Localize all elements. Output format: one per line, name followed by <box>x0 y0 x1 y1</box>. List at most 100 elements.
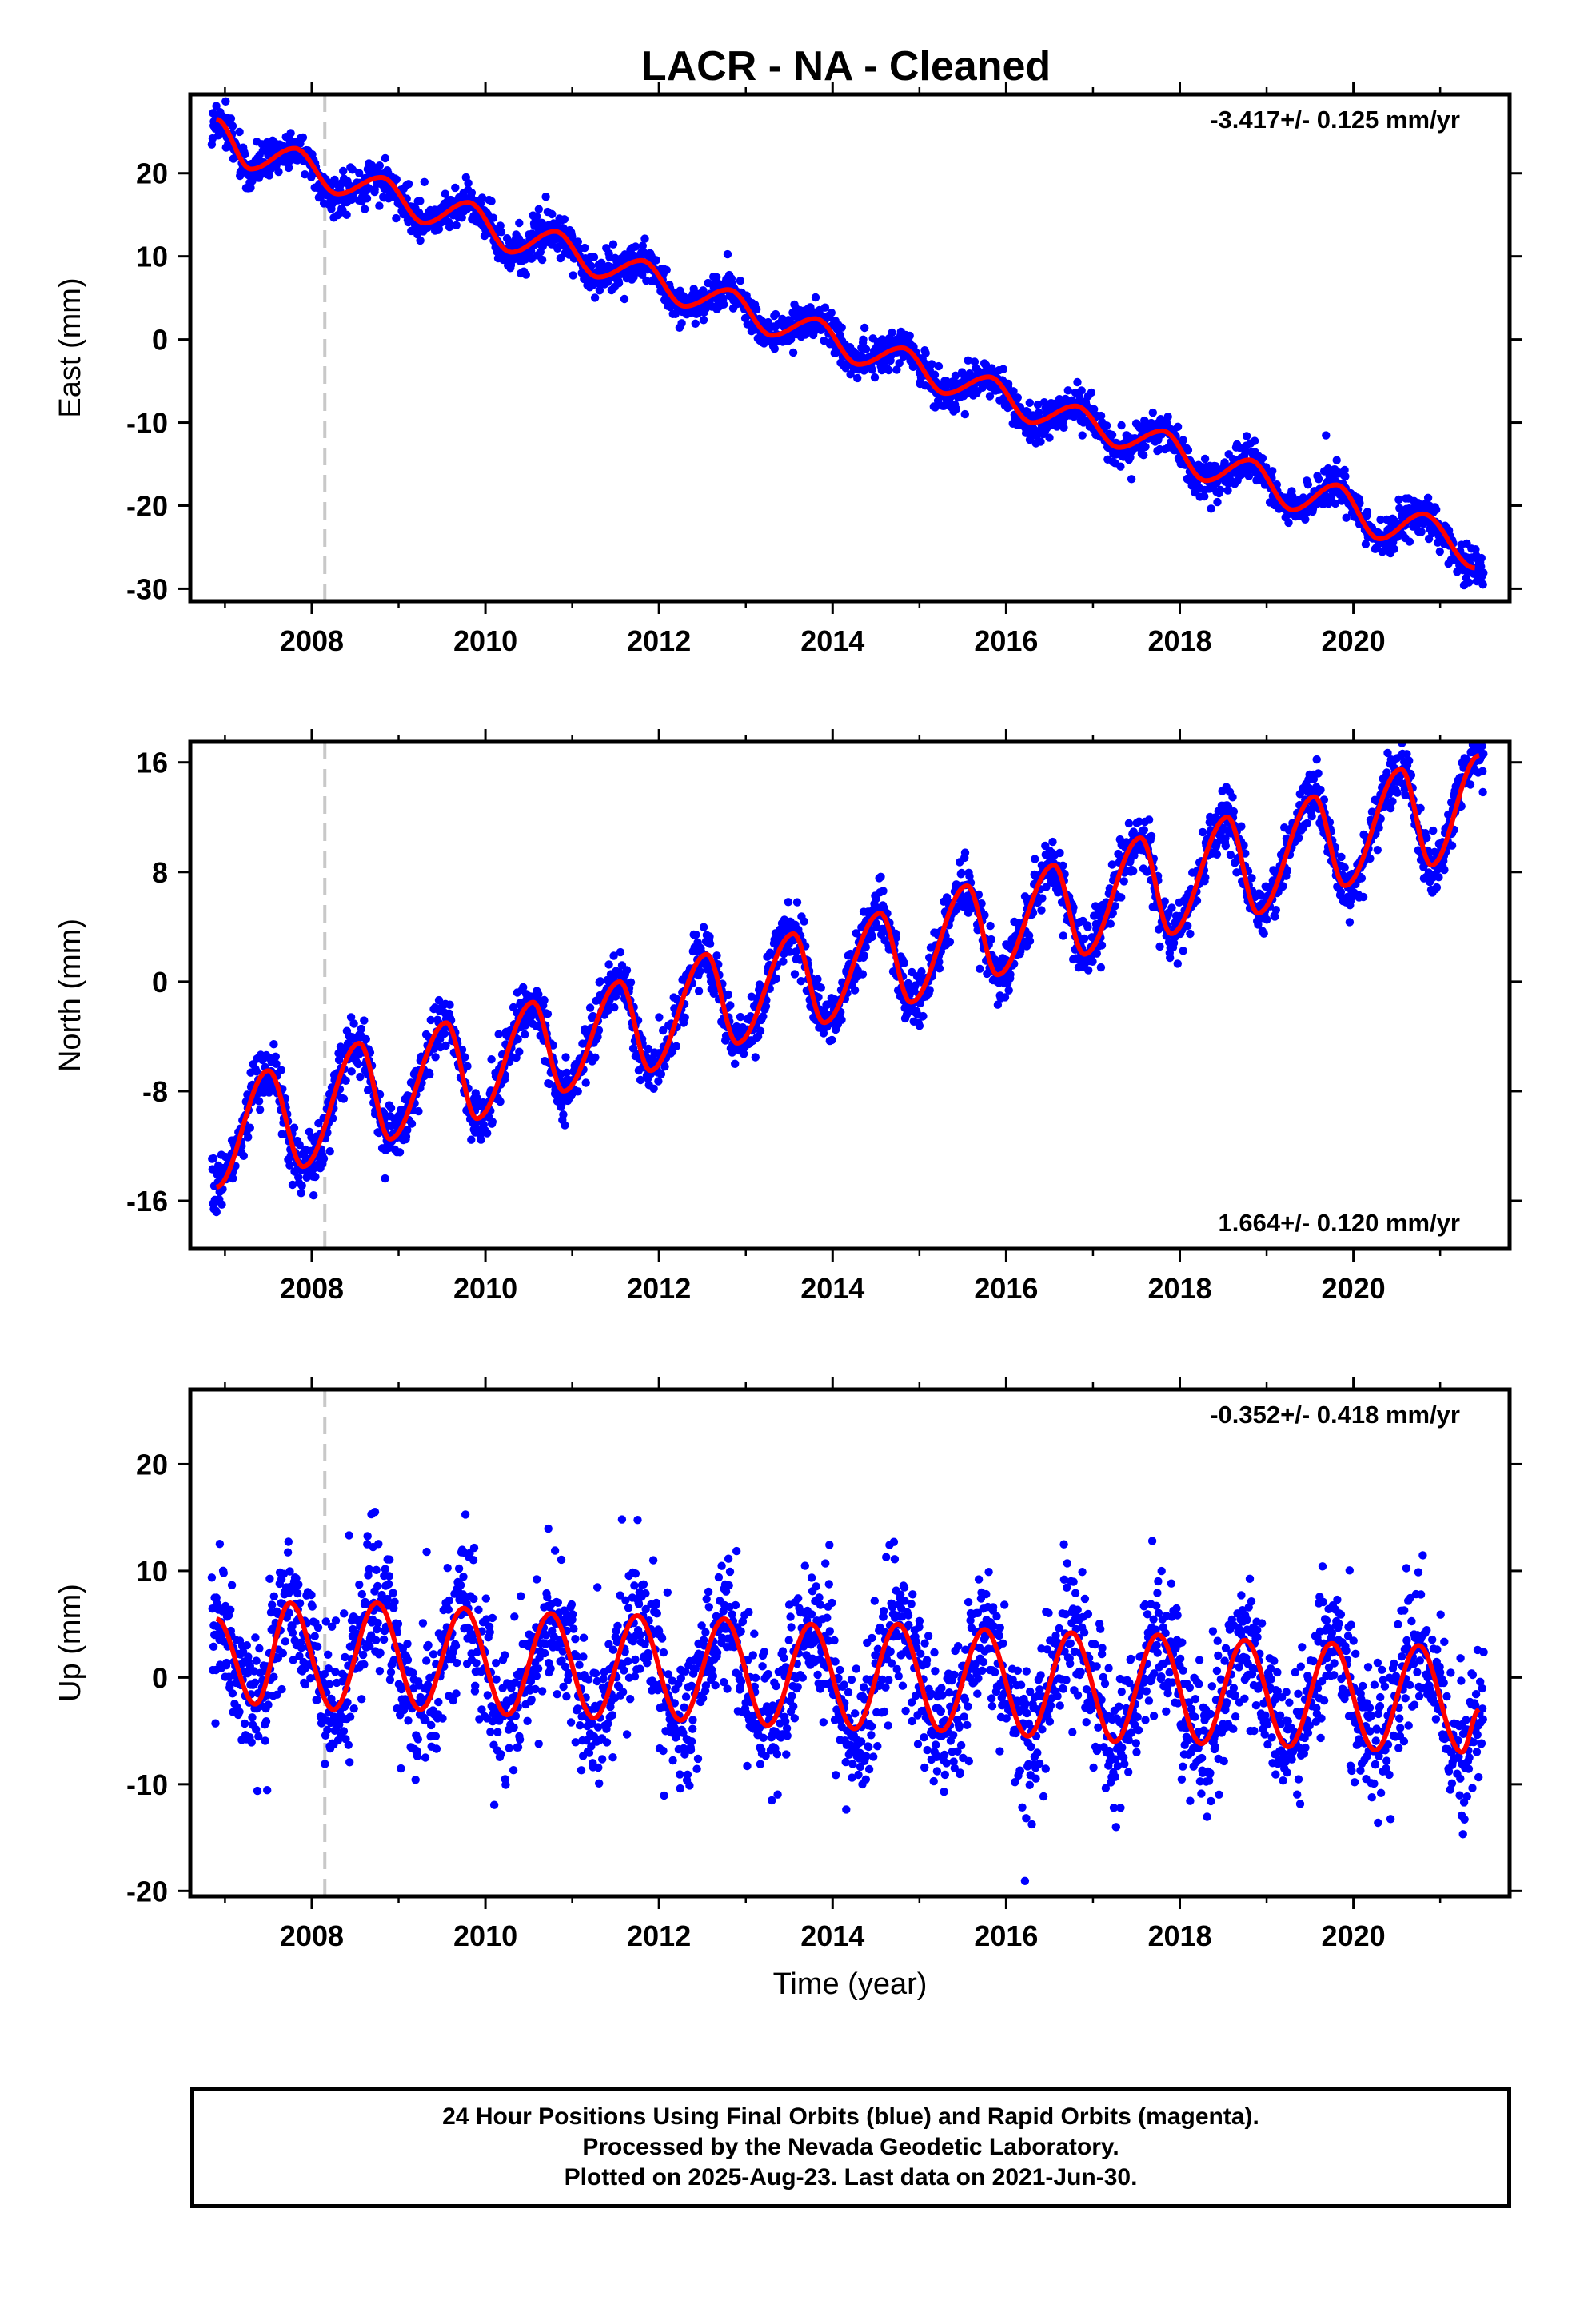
north-point <box>272 1053 280 1061</box>
north-point <box>1260 930 1268 938</box>
north-point <box>817 983 825 991</box>
east-point <box>561 215 569 223</box>
north-point <box>976 965 984 973</box>
east-point <box>591 293 599 301</box>
north-point <box>623 966 631 974</box>
north-point <box>229 1174 237 1182</box>
north-point <box>1084 966 1092 974</box>
north-point <box>1037 906 1045 914</box>
north-point <box>1129 867 1137 875</box>
east-point <box>405 180 413 188</box>
north-point <box>425 1070 433 1078</box>
north-point <box>431 1053 439 1061</box>
north-point <box>467 1136 475 1144</box>
east-point <box>286 129 294 137</box>
east-point <box>1103 421 1111 429</box>
east-point <box>868 365 876 373</box>
north-point <box>356 1073 364 1081</box>
north-point <box>1048 838 1056 846</box>
east-point <box>1341 472 1349 480</box>
north-plot-area <box>208 724 1487 1249</box>
north-point <box>357 1025 365 1033</box>
east-point <box>451 184 459 192</box>
north-point <box>354 1060 362 1068</box>
east-point <box>640 234 648 242</box>
north-point <box>596 977 604 985</box>
north-point <box>657 1070 665 1078</box>
east-point <box>620 295 628 303</box>
east-point <box>1223 486 1231 494</box>
east-point <box>1004 380 1012 388</box>
east-point <box>1064 386 1072 394</box>
east-ytick-label: 20 <box>136 157 168 190</box>
north-point <box>988 935 995 943</box>
east-point <box>999 365 1007 373</box>
north-point <box>726 1001 734 1009</box>
east-point <box>1201 455 1209 463</box>
north-point <box>414 1107 422 1115</box>
east-point <box>1406 537 1414 545</box>
east-point <box>487 197 495 205</box>
east-point <box>515 219 523 227</box>
east-point <box>1418 528 1426 536</box>
east-point <box>935 362 943 370</box>
east-point <box>1059 424 1067 432</box>
north-point <box>862 943 870 951</box>
north-point <box>986 922 994 930</box>
east-point <box>421 178 429 186</box>
north-point <box>791 970 799 978</box>
east-point <box>1436 548 1444 556</box>
north-point <box>797 977 805 985</box>
east-point <box>1073 378 1081 386</box>
north-point <box>706 939 714 947</box>
north-point <box>756 1027 764 1035</box>
north-point <box>610 1003 618 1011</box>
north-point <box>1088 958 1096 966</box>
north-point <box>1179 947 1187 955</box>
east-point <box>853 374 861 382</box>
east-point <box>1141 443 1149 451</box>
east-point <box>838 324 846 332</box>
north-point <box>1237 823 1245 831</box>
north-point <box>1125 819 1133 827</box>
east-point <box>1179 436 1187 444</box>
east-point <box>1108 431 1116 439</box>
north-point <box>1279 882 1287 890</box>
north-point <box>348 1067 356 1075</box>
east-point <box>1268 467 1276 475</box>
east-point <box>1284 519 1292 527</box>
east-point <box>1207 504 1215 512</box>
east-point <box>1304 480 1312 488</box>
north-point <box>277 1066 285 1074</box>
east-point <box>416 237 424 245</box>
north-point <box>1201 873 1209 881</box>
east-point <box>548 210 556 218</box>
north-point <box>396 1148 404 1156</box>
north-point <box>1097 963 1105 971</box>
east-ytick-label: -30 <box>126 572 168 605</box>
north-point <box>627 979 635 987</box>
north-point <box>582 1078 590 1086</box>
north-point <box>1083 923 1091 931</box>
east-point <box>1036 437 1044 445</box>
north-point <box>813 975 821 983</box>
north-point <box>463 1062 471 1070</box>
east-point <box>1390 545 1398 553</box>
north-point <box>360 1016 368 1024</box>
north-point <box>290 1124 298 1132</box>
north-data-points <box>208 724 1487 1216</box>
east-point <box>772 310 780 318</box>
east-point <box>1149 409 1157 417</box>
east-point <box>235 128 243 136</box>
north-point <box>1098 941 1106 949</box>
north-point <box>900 959 908 967</box>
east-point <box>285 164 293 172</box>
north-point <box>1230 807 1238 815</box>
north-point <box>269 1040 277 1048</box>
east-xtick-label: 2018 <box>1147 624 1211 657</box>
north-point <box>574 1087 582 1095</box>
north-point <box>1038 894 1046 902</box>
east-point <box>724 250 732 258</box>
